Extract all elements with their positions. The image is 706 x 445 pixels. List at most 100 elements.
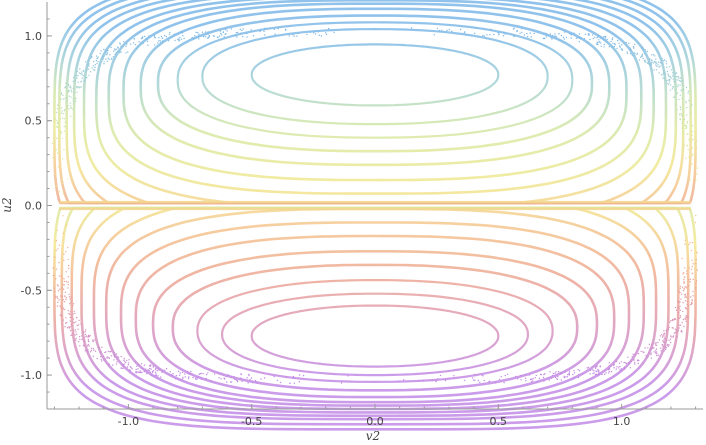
scatter-point	[692, 295, 694, 297]
scatter-point	[63, 280, 66, 283]
scatter-point	[190, 370, 192, 373]
scatter-point	[612, 46, 614, 48]
scatter-point	[473, 379, 475, 381]
scatter-point	[668, 76, 670, 78]
scatter-point	[71, 334, 73, 336]
scatter-point	[165, 368, 168, 370]
scatter-point	[555, 371, 557, 373]
scatter-point	[220, 378, 222, 380]
scatter-point	[120, 45, 122, 47]
scatter-point	[679, 285, 681, 288]
scatter-point	[67, 309, 69, 312]
scatter-point	[587, 366, 590, 368]
scatter-point	[625, 41, 627, 44]
scatter-point	[669, 321, 671, 323]
scatter-point	[677, 311, 679, 314]
scatter-point	[70, 89, 72, 92]
scatter-point	[661, 336, 664, 338]
scatter-point	[686, 133, 688, 135]
scatter-point	[655, 344, 658, 346]
scatter-point	[684, 243, 686, 245]
scatter-point	[87, 68, 90, 70]
scatter-point	[92, 340, 94, 343]
scatter-point	[475, 27, 477, 30]
scatter-point	[77, 86, 79, 88]
scatter-point	[483, 379, 485, 382]
scatter-point	[57, 126, 60, 128]
scatter-point	[65, 321, 68, 324]
scatter-point	[674, 306, 677, 309]
scatter-point	[223, 377, 225, 379]
scatter-point	[665, 339, 667, 341]
scatter-point	[672, 78, 674, 80]
scatter-point	[677, 300, 679, 303]
scatter-point	[117, 46, 119, 48]
scatter-point	[632, 46, 635, 48]
scatter-point	[57, 144, 60, 146]
scatter-point	[655, 351, 658, 353]
scatter-point	[655, 64, 657, 66]
scatter-point	[55, 239, 58, 242]
scatter-point	[92, 355, 95, 357]
scatter-point	[109, 351, 111, 353]
scatter-point	[64, 291, 67, 293]
scatter-point	[158, 37, 160, 39]
scatter-point	[76, 70, 79, 72]
x-tick-label: 0.0	[366, 415, 384, 428]
scatter-point	[685, 320, 687, 322]
scatter-point	[631, 54, 633, 56]
scatter-point	[628, 42, 630, 44]
scatter-point	[94, 66, 96, 68]
scatter-point	[640, 350, 642, 352]
scatter-point	[696, 269, 698, 271]
scatter-point	[685, 100, 687, 103]
scatter-point	[653, 69, 655, 71]
scatter-point	[116, 356, 118, 358]
scatter-point	[74, 100, 77, 102]
scatter-point	[660, 74, 663, 76]
scatter-point	[62, 94, 64, 97]
scatter-point	[660, 59, 663, 61]
scatter-point	[55, 296, 57, 299]
scatter-point	[239, 28, 241, 31]
scatter-point	[664, 72, 666, 74]
scatter-point	[695, 288, 697, 290]
scatter-point	[677, 85, 679, 88]
scatter-point	[141, 368, 144, 370]
scatter-point	[695, 214, 697, 217]
scatter-point	[242, 28, 244, 30]
scatter-point	[629, 49, 631, 51]
scatter-point	[555, 35, 557, 38]
scatter-point	[123, 359, 125, 361]
scatter-point	[76, 77, 78, 79]
scatter-point	[663, 71, 665, 73]
scatter-point	[591, 34, 594, 36]
scatter-point	[637, 362, 639, 365]
scatter-point	[55, 278, 57, 280]
scatter-point	[188, 372, 190, 375]
scatter-point	[669, 338, 672, 340]
scatter-point	[74, 312, 76, 314]
scatter-point	[650, 63, 653, 66]
scatter-point	[680, 298, 682, 300]
scatter-point	[64, 86, 67, 88]
scatter-point	[297, 32, 300, 35]
scatter-point	[152, 366, 155, 368]
scatter-point	[559, 371, 562, 374]
scatter-point	[578, 373, 580, 376]
scatter-point	[149, 367, 151, 370]
scatter-point	[608, 370, 610, 373]
scatter-point	[662, 335, 664, 337]
scatter-point	[277, 28, 279, 30]
scatter-point	[55, 268, 58, 270]
scatter-point	[235, 32, 237, 34]
scatter-point	[663, 59, 666, 61]
scatter-point	[195, 31, 197, 34]
scatter-point	[695, 179, 697, 181]
upper-orbit-12	[57, 0, 693, 205]
scatter-point	[113, 354, 115, 356]
scatter-point	[641, 53, 644, 55]
scatter-point	[646, 62, 648, 64]
scatter-point	[296, 35, 298, 37]
scatter-point	[498, 33, 500, 35]
